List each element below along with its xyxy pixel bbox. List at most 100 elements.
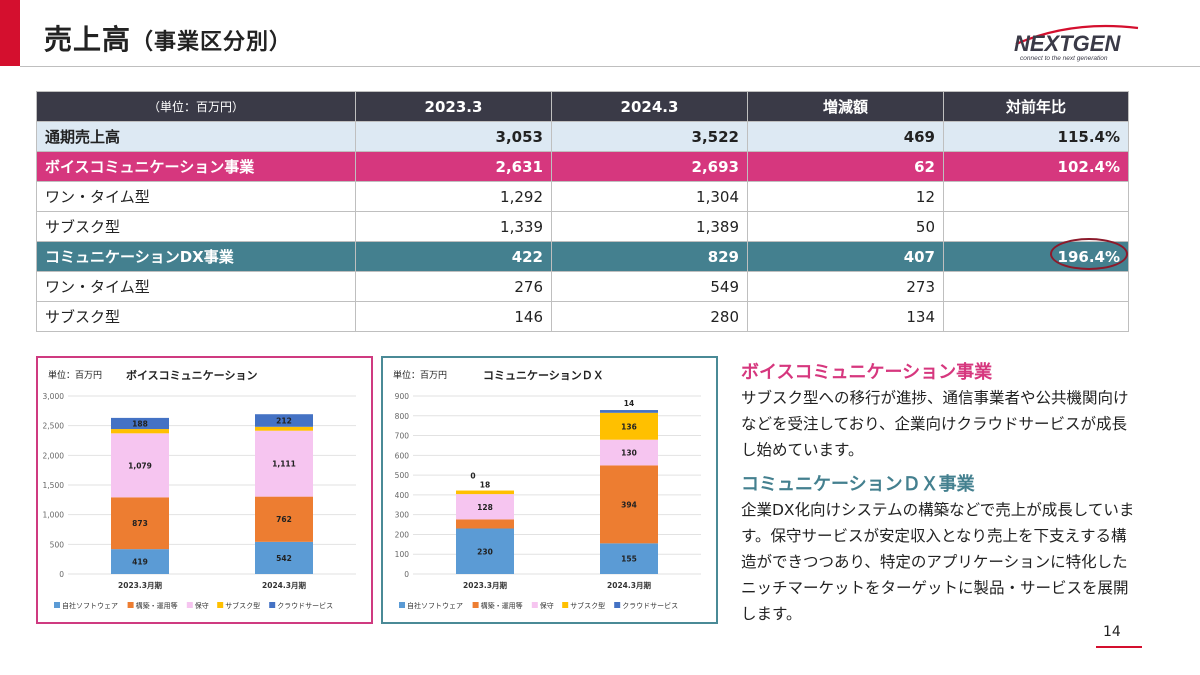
bar-segment	[255, 496, 313, 542]
bar-segment	[255, 426, 313, 431]
table-col-yoy: 対前年比	[943, 91, 1129, 122]
bar-segment	[111, 417, 169, 430]
highlight-circle	[1050, 238, 1128, 270]
legend-label: クラウドサービス	[277, 601, 333, 610]
cell-yoy	[943, 181, 1129, 212]
cell-2024: 3,522	[551, 121, 748, 152]
dx-heading: コミュニケーションＤＸ事業	[741, 474, 975, 495]
y-tick-label: 1,500	[43, 481, 65, 490]
y-tick-label: 500	[50, 540, 65, 549]
page-title-main: 売上高	[44, 23, 132, 56]
y-tick-label: 1,000	[43, 511, 65, 520]
cell-change: 134	[747, 301, 944, 332]
y-tick-label: 800	[395, 412, 410, 421]
table-col-2023: 2023.3	[355, 91, 552, 122]
page-number: 14	[1103, 624, 1121, 640]
legend-label: 構築・運用等	[481, 601, 523, 610]
row-label: コミュニケーションDX事業	[36, 241, 356, 272]
dx-description: 企業DX化向けシステムの構築などで売上が成長しています。保守サービスが安定収入と…	[741, 501, 1135, 623]
bar-segment	[111, 429, 169, 434]
y-tick-label: 600	[395, 451, 410, 460]
cell-2024: 1,304	[551, 181, 748, 212]
table-col-change: 増減額	[747, 91, 944, 122]
bar-segment	[111, 497, 169, 550]
cell-2023: 146	[355, 301, 552, 332]
dx-stacked-bar-chart: 0100200300400500600700800900230461281802…	[395, 392, 701, 610]
logo-wordmark: NEXTGEN	[1014, 31, 1121, 56]
sales-by-segment-table: （単位：百万円） 2023.3 2024.3 増減額 対前年比 通期売上高 3,…	[36, 91, 1129, 332]
cell-change: 12	[747, 181, 944, 212]
logo-tagline: connect to the next generation	[1020, 55, 1108, 62]
chart-unit-label: 単位：百万円	[48, 371, 103, 381]
dx-chart-panel: 単位：百万円 コミュニケーションＤＸ 0 100 200 300 400 500 600 70…	[381, 356, 718, 624]
data-label: 18	[480, 481, 490, 490]
bar-segment	[600, 543, 658, 574]
data-label: 155	[621, 555, 637, 564]
table-row: サブスク型 146 280 134	[36, 301, 1129, 332]
legend-label: 自社ソフトウェア	[407, 601, 463, 610]
table-col-2024: 2024.3	[551, 91, 748, 122]
y-tick-label: 100	[395, 550, 410, 559]
data-label: 230	[477, 547, 493, 556]
cell-change: 407	[747, 241, 944, 272]
y-tick-label: 200	[395, 530, 410, 539]
table-row: サブスク型 1,339 1,389 50	[36, 211, 1129, 242]
data-label: 130	[621, 449, 637, 458]
cell-change: 273	[747, 271, 944, 302]
x-tick-label: 2023.3月期	[463, 580, 507, 590]
data-label: 136	[621, 422, 637, 431]
page-title-sub: （事業区分別）	[131, 30, 293, 55]
y-tick-label: 700	[395, 432, 410, 441]
legend-label: 構築・運用等	[136, 601, 178, 610]
table-row: ワン・タイム型 276 549 273	[36, 271, 1129, 302]
cell-change: 50	[747, 211, 944, 242]
legend-swatch	[54, 602, 60, 608]
y-tick-label: 400	[395, 491, 410, 500]
row-label: サブスク型	[36, 211, 356, 242]
legend-label: サブスク型	[225, 601, 260, 610]
legend-swatch	[472, 602, 479, 608]
bar-segment	[456, 490, 514, 495]
legend-swatch	[399, 602, 405, 608]
y-tick-label: 500	[395, 471, 410, 480]
chart-title: コミュニケーションＤＸ	[483, 369, 604, 382]
logo-swoosh	[1015, 24, 1139, 46]
legend-swatch	[531, 602, 538, 608]
voice-heading: ボイスコミュニケーション事業	[741, 362, 993, 383]
y-tick-label: 300	[395, 511, 410, 520]
y-tick-label: 2,000	[43, 451, 65, 460]
cell-2023: 276	[355, 271, 552, 302]
data-label: 1,111	[272, 460, 296, 469]
cell-2023: 3,053	[355, 121, 552, 152]
cell-2023: 1,339	[355, 211, 552, 242]
voice-chart-panel: 単位：百万円 ボイスコミュニケーション 0 500 1,000 1,500 2,000 2…	[36, 356, 373, 624]
title-accent-bar	[0, 0, 20, 66]
bar-segment	[600, 439, 658, 466]
data-label: 873	[132, 519, 148, 528]
title-divider	[20, 66, 1200, 67]
table-row: ワン・タイム型 1,292 1,304 12	[36, 181, 1129, 212]
data-label: 188	[132, 419, 148, 428]
legend-swatch	[614, 602, 621, 608]
bar-segment	[111, 433, 169, 498]
legend-swatch	[269, 602, 276, 608]
legend-swatch	[217, 602, 224, 608]
row-label: サブスク型	[36, 301, 356, 332]
bar-segment	[255, 541, 313, 574]
data-label: 212	[276, 417, 292, 426]
company-logo: NEXTGEN connect to the next generation	[1014, 24, 1139, 62]
cell-yoy: 102.4%	[943, 151, 1129, 182]
row-label: ワン・タイム型	[36, 181, 356, 212]
data-label: 394	[621, 500, 637, 509]
cell-yoy: 115.4%	[943, 121, 1129, 152]
cell-2023: 2,631	[355, 151, 552, 182]
table-row-voice: ボイスコミュニケーション事業 2,631 2,693 62 102.4%	[36, 151, 1129, 182]
cell-yoy	[943, 301, 1129, 332]
cell-2024: 280	[551, 301, 748, 332]
chart-unit-label: 単位：百万円	[393, 371, 448, 381]
legend-label: 自社ソフトウェア	[62, 601, 118, 610]
legend-swatch	[186, 602, 193, 608]
legend-label: サブスク型	[570, 601, 605, 610]
y-tick-label: 3,000	[43, 392, 65, 401]
x-tick-label: 2023.3月期	[118, 580, 162, 590]
